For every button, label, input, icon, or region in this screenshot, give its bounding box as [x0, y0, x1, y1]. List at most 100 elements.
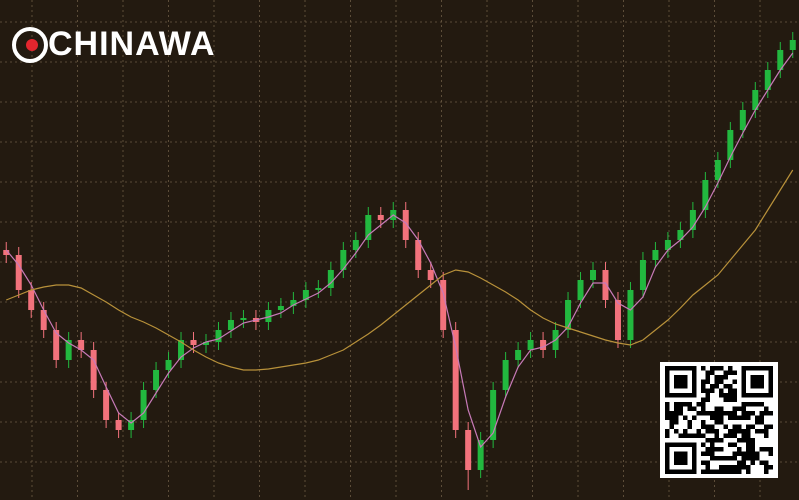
qr-module: [701, 384, 706, 389]
candle-body: [340, 250, 347, 270]
candle-body: [3, 250, 10, 255]
candle-body: [140, 390, 147, 420]
qr-module: [719, 375, 724, 380]
qr-module: [732, 442, 737, 447]
qr-module: [683, 402, 688, 407]
qr-module: [678, 402, 683, 407]
qr-module: [710, 370, 715, 375]
qr-module: [741, 433, 746, 438]
qr-module: [732, 388, 737, 393]
candle-body: [515, 350, 522, 360]
candle-body: [677, 230, 684, 240]
qr-module: [674, 402, 679, 407]
plot-area: [3, 32, 796, 490]
qr-module: [696, 411, 701, 416]
qr-module: [665, 415, 670, 420]
qr-module: [741, 415, 746, 420]
qr-module: [701, 451, 706, 456]
qr-module: [764, 406, 769, 411]
qr-module: [701, 406, 706, 411]
moving-average-line: [6, 169, 794, 371]
qr-module: [687, 420, 692, 425]
candle-body: [153, 370, 160, 390]
qr-module: [732, 370, 737, 375]
candle-body: [502, 360, 509, 390]
qr-module: [764, 460, 769, 465]
qr-module: [750, 460, 755, 465]
qr-module: [764, 433, 769, 438]
qr-module: [723, 384, 728, 389]
qr-module: [705, 397, 710, 402]
candle-body: [402, 210, 409, 240]
candle-body: [40, 310, 47, 330]
qr-module: [723, 375, 728, 380]
qr-module: [701, 424, 706, 429]
qr-module: [723, 397, 728, 402]
candle-body: [290, 300, 297, 306]
qr-module: [710, 429, 715, 434]
qr-module: [714, 366, 719, 371]
candle-body: [352, 240, 359, 250]
qr-module: [737, 465, 742, 470]
qr-module: [701, 402, 706, 407]
qr-module: [732, 429, 737, 434]
qr-module: [750, 447, 755, 452]
qr-module: [719, 447, 724, 452]
qr-module: [701, 460, 706, 465]
qr-module: [701, 366, 706, 371]
qr-module: [764, 429, 769, 434]
qr-module: [728, 393, 733, 398]
qr-module: [678, 433, 683, 438]
qr-module: [759, 415, 764, 420]
qr-module: [669, 415, 674, 420]
qr-module: [728, 465, 733, 470]
qr-module: [714, 447, 719, 452]
qr-module: [719, 438, 724, 443]
qr-finder: [750, 375, 764, 389]
qr-module: [696, 402, 701, 407]
qr-module: [755, 429, 760, 434]
candle-body: [789, 40, 796, 50]
qr-module: [701, 442, 706, 447]
logo-ring: [12, 27, 48, 63]
qr-module: [768, 424, 773, 429]
candle-body: [178, 340, 185, 360]
qr-module: [732, 469, 737, 474]
candle-body: [577, 280, 584, 300]
qr-module: [746, 456, 751, 461]
qr-module: [746, 451, 751, 456]
qr-module: [741, 411, 746, 416]
qr-module: [732, 397, 737, 402]
qr-module: [719, 379, 724, 384]
qr-module: [750, 411, 755, 416]
qr-module: [687, 402, 692, 407]
qr-module: [741, 402, 746, 407]
qr-module: [714, 438, 719, 443]
qr-module: [701, 469, 706, 474]
qr-module: [710, 411, 715, 416]
qr-module: [746, 424, 751, 429]
qr-module: [746, 438, 751, 443]
qr-module: [728, 370, 733, 375]
qr-module: [719, 406, 724, 411]
candle-body: [465, 430, 472, 470]
qr-module: [764, 469, 769, 474]
qr-module: [687, 424, 692, 429]
candle-body: [53, 330, 60, 360]
candle-body: [265, 310, 272, 322]
qr-module: [665, 433, 670, 438]
qr-module: [714, 429, 719, 434]
moving-average-line: [5, 52, 794, 449]
candle-body: [365, 215, 372, 240]
qr-module: [732, 415, 737, 420]
qr-module: [665, 411, 670, 416]
candle-body: [739, 110, 746, 130]
qr-module: [705, 438, 710, 443]
qr-module: [705, 370, 710, 375]
qr-module: [741, 465, 746, 470]
qr-module: [750, 438, 755, 443]
qr-module: [728, 456, 733, 461]
candle-body: [15, 255, 22, 290]
qr-module: [728, 442, 733, 447]
